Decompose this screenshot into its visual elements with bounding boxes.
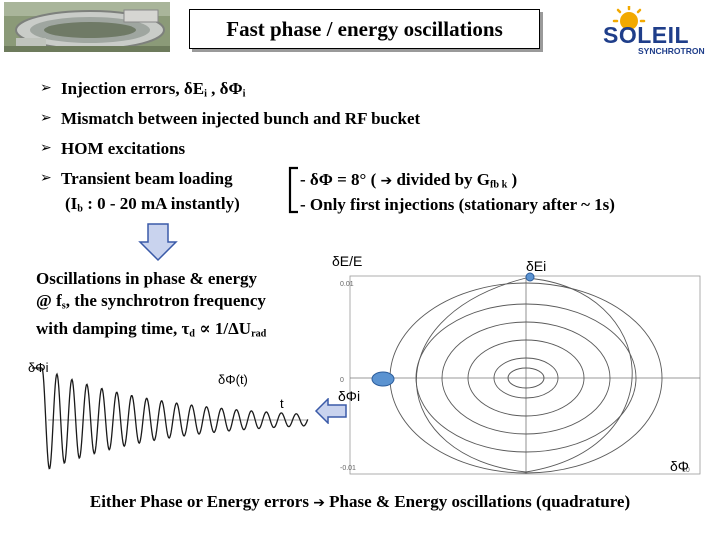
- phase-center-ellipse: [507, 367, 545, 389]
- phase-ellipse-3: [441, 321, 611, 435]
- slide-title: Fast phase / energy oscillations: [189, 9, 540, 49]
- bullet-arrow-icon: ➢: [40, 170, 52, 186]
- svg-text:10: 10: [682, 467, 690, 474]
- phase-error-label: δΦi: [338, 388, 361, 404]
- soleil-logo: SOLEIL SYNCHROTRON: [600, 4, 715, 56]
- phase-x-axis-label: δΦ: [670, 458, 689, 474]
- damped-oscillation-plot: δΦi δΦ(t) t: [28, 352, 310, 484]
- phase-plot-frame: [349, 275, 701, 475]
- bullet-arrow-icon: ➢: [40, 110, 52, 126]
- sun-icon: [612, 4, 646, 30]
- oscillation-description: Oscillations in phase & energy @ fs, the…: [36, 269, 267, 340]
- energy-error-marker: [525, 272, 535, 282]
- phase-ellipses: [389, 277, 663, 474]
- beam-loading-detail: (Ib : 0 - 20 mA instantly): [65, 194, 240, 215]
- phase-error-note: - δΦ = 8° ( ➔ divided by Gfb k ): [300, 170, 518, 191]
- bullet-arrow-icon: ➢: [40, 80, 52, 96]
- phase-ellipse-1: [493, 357, 559, 399]
- bracket-icon: [288, 166, 298, 214]
- wave-t-label: t: [280, 396, 284, 411]
- first-injections-note: - Only first injections (stationary afte…: [300, 195, 615, 214]
- phase-y-axis-label: δE/E: [332, 253, 363, 269]
- phase-outer-trajectory: [415, 277, 633, 473]
- phase-space-plot: 0.01 0 -0.01 -10 10 δE/E δEi δΦi δΦ: [330, 253, 715, 492]
- footer-summary: Either Phase or Energy errors ➔ Phase & …: [89, 492, 631, 511]
- synchrotron-building-photo: [4, 2, 170, 52]
- svg-text:0.01: 0.01: [340, 281, 354, 288]
- svg-text:SOLEIL: SOLEIL: [603, 22, 689, 48]
- down-arrow-icon: [138, 223, 178, 262]
- wave-curve-label: δΦ(t): [218, 372, 248, 387]
- energy-error-label: δEi: [526, 258, 547, 274]
- bullet-arrow-icon: ➢: [40, 140, 52, 156]
- wave-y-label: δΦi: [28, 360, 49, 375]
- right-arrow-icon: ➔: [313, 495, 325, 511]
- right-arrow-icon: ➔: [380, 173, 393, 189]
- left-arrow-icon: [314, 398, 347, 424]
- phase-ellipse-2: [467, 339, 585, 417]
- svg-text:SYNCHROTRON: SYNCHROTRON: [638, 46, 705, 56]
- svg-text:0: 0: [340, 377, 344, 384]
- phase-error-marker: [371, 371, 395, 387]
- svg-text:-0.01: -0.01: [340, 465, 356, 472]
- damped-oscillation-curve: [41, 367, 309, 470]
